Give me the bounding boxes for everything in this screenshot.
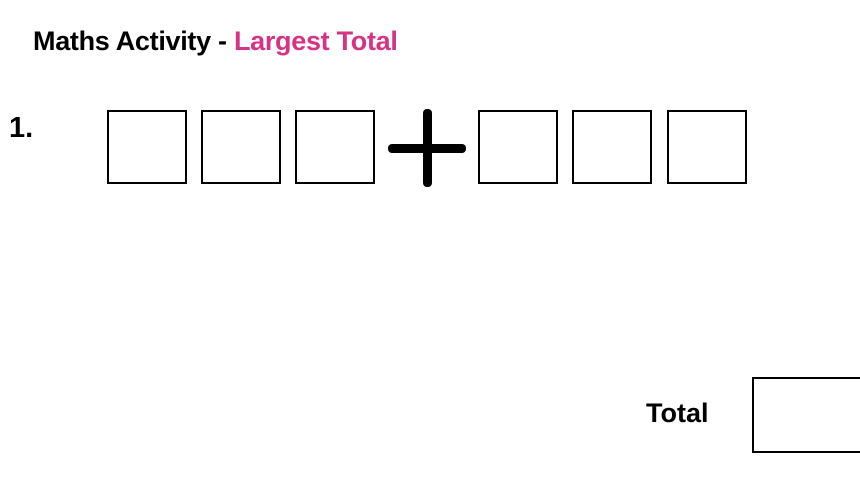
title-accent: Largest Total: [233, 26, 398, 56]
digit-box-1[interactable]: [107, 110, 187, 184]
digit-box-6[interactable]: [667, 110, 747, 184]
title-prefix: Maths Activity -: [33, 26, 234, 56]
digit-box-4[interactable]: [478, 110, 558, 184]
page-title: Maths Activity - Largest Total: [33, 26, 398, 57]
digit-box-5[interactable]: [572, 110, 652, 184]
total-label: Total: [646, 398, 709, 428]
total-box[interactable]: [752, 377, 860, 453]
digit-box-2[interactable]: [201, 110, 281, 184]
digit-box-3[interactable]: [295, 110, 375, 184]
plus-icon: [388, 109, 466, 187]
question-number: 1.: [9, 112, 34, 144]
